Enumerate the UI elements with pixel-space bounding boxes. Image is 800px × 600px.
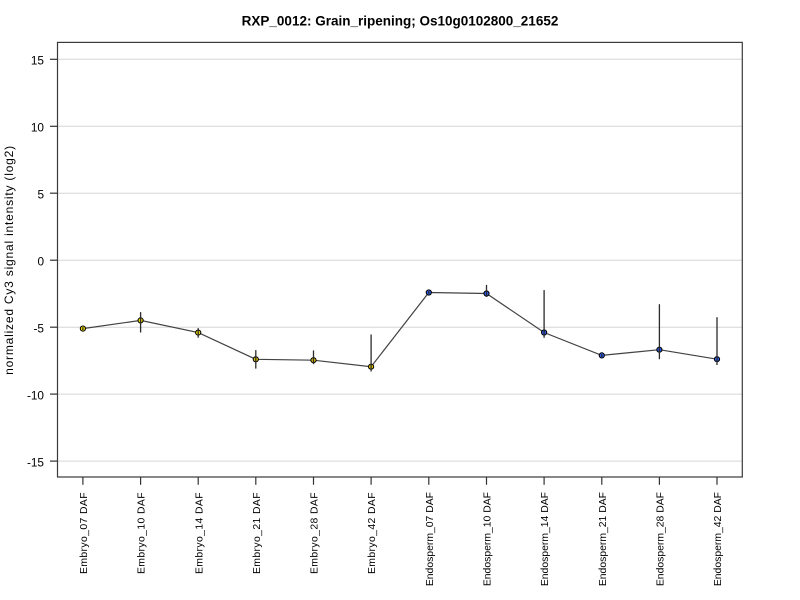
svg-text:Endosperm_07 DAF: Endosperm_07 DAF — [425, 492, 436, 586]
svg-text:Endosperm_14 DAF: Endosperm_14 DAF — [540, 492, 551, 586]
svg-text:Embryo_14 DAF: Embryo_14 DAF — [194, 492, 205, 574]
svg-text:10: 10 — [31, 121, 45, 135]
svg-text:normalized Cy3 signal intensit: normalized Cy3 signal intensity (log2) — [2, 145, 16, 375]
svg-text:Embryo_28 DAF: Embryo_28 DAF — [310, 492, 321, 574]
svg-text:-10: -10 — [27, 388, 44, 402]
svg-text:Embryo_10 DAF: Embryo_10 DAF — [137, 492, 148, 574]
svg-text:RXP_0012: Grain_ripening; Os10: RXP_0012: Grain_ripening; Os10g0102800_2… — [242, 14, 559, 29]
svg-text:Endosperm_28 DAF: Endosperm_28 DAF — [656, 492, 667, 586]
svg-text:Endosperm_42 DAF: Endosperm_42 DAF — [713, 492, 724, 586]
svg-text:Embryo_21 DAF: Embryo_21 DAF — [252, 492, 263, 574]
svg-text:Embryo_07 DAF: Embryo_07 DAF — [79, 492, 90, 574]
svg-text:Embryo_42 DAF: Embryo_42 DAF — [367, 492, 378, 574]
svg-text:5: 5 — [37, 187, 44, 201]
svg-text:-15: -15 — [27, 455, 44, 469]
svg-text:-5: -5 — [34, 321, 45, 335]
svg-text:Endosperm_21 DAF: Endosperm_21 DAF — [598, 492, 609, 586]
svg-text:0: 0 — [37, 254, 44, 268]
svg-text:Endosperm_10 DAF: Endosperm_10 DAF — [483, 492, 494, 586]
svg-text:15: 15 — [31, 54, 45, 68]
